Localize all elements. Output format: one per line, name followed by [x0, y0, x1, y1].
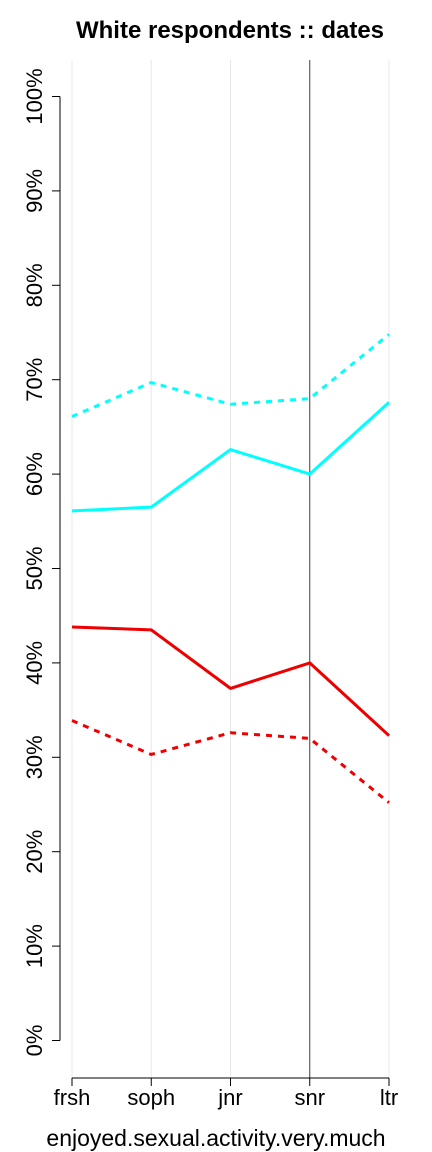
- series-line-2: [71, 333, 390, 418]
- series-line-1: [71, 401, 391, 513]
- x-tick-label-snr: snr: [294, 1085, 325, 1110]
- y-tick-label-70: 70%: [22, 358, 47, 402]
- chart-title: White respondents :: dates: [76, 17, 384, 44]
- x-axis: frsh soph jnr snr ltr: [54, 1077, 398, 1110]
- y-tick-label-80: 80%: [22, 263, 47, 307]
- x-tick-label-frsh: frsh: [54, 1085, 91, 1110]
- y-tick-label-60: 60%: [22, 452, 47, 496]
- series-line-3: [71, 625, 391, 737]
- grid-lines: [71, 60, 390, 1078]
- series-line-4: [71, 719, 390, 804]
- y-tick-label-20: 20%: [22, 830, 47, 874]
- series-group: [71, 333, 391, 804]
- y-axis: 0% 10% 20% 30% 40% 50% 60% 70% 80% 90% 100%: [22, 68, 61, 1057]
- y-tick-label-100: 100%: [22, 68, 47, 124]
- y-tick-label-30: 30%: [22, 735, 47, 779]
- y-tick-label-40: 40%: [22, 641, 47, 685]
- y-tick-label-90: 90%: [22, 169, 47, 213]
- x-axis-label: enjoyed.sexual.activity.very.much: [46, 1125, 385, 1151]
- x-tick-label-soph: soph: [127, 1085, 175, 1110]
- x-tick-label-jnr: jnr: [217, 1085, 242, 1110]
- y-tick-label-50: 50%: [22, 546, 47, 590]
- y-tick-label-10: 10%: [22, 924, 47, 968]
- x-tick-label-ltr: ltr: [380, 1085, 398, 1110]
- y-tick-label-0: 0%: [22, 1025, 47, 1057]
